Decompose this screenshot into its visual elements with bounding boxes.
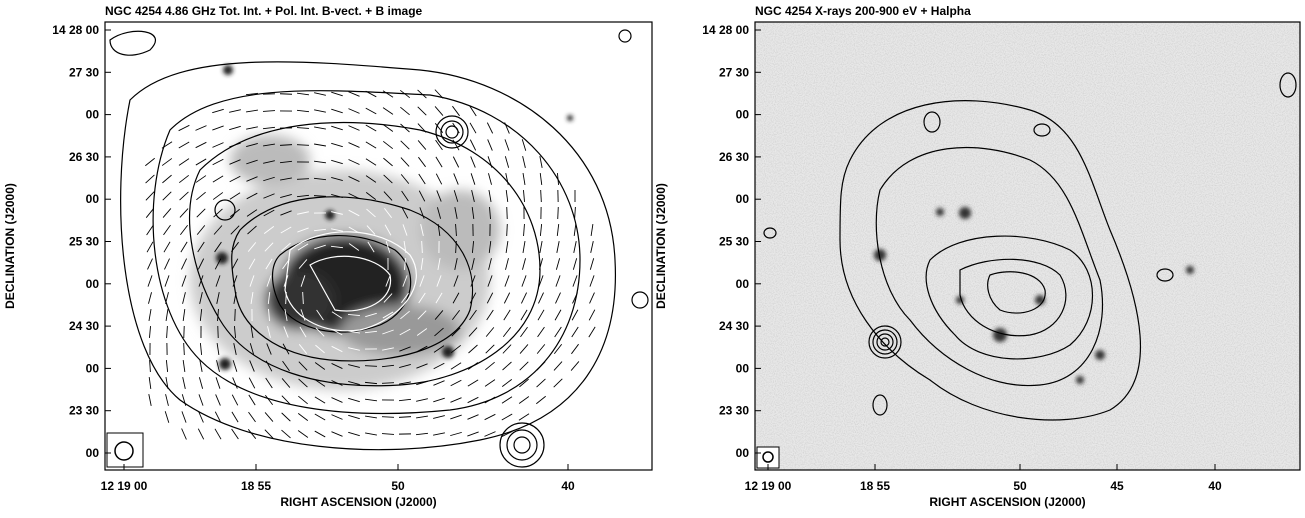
y-tick-label: 27 30: [69, 65, 99, 79]
b-vector: [235, 309, 236, 321]
x-tick-label: 50: [391, 479, 405, 493]
x-tick-label: 12 19 00: [745, 479, 792, 493]
x-tick-label: 12 19 00: [101, 479, 148, 493]
y-tick-label: 00: [736, 192, 750, 206]
x-axis-label: RIGHT ASCENSION (J2000): [280, 495, 436, 509]
x-axis-label: RIGHT ASCENSION (J2000): [929, 495, 1085, 509]
b-vector: [382, 417, 394, 418]
panel-title: NGC 4254 4.86 GHz Tot. Int. + Pol. Int. …: [105, 4, 423, 18]
panel-image: [105, 22, 652, 470]
x-tick-label: 45: [1110, 479, 1124, 493]
y-tick-label: 00: [736, 277, 750, 291]
y-tick-label: 00: [86, 108, 100, 122]
x-tick-label: 50: [1013, 479, 1027, 493]
y-tick-label: 00: [736, 446, 750, 460]
y-tick-label: 24 30: [69, 319, 99, 333]
y-tick-label: 23 30: [69, 404, 99, 418]
y-tick-label: 24 30: [719, 319, 749, 333]
y-tick-label: 27 30: [719, 65, 749, 79]
y-tick-label: 25 30: [719, 235, 749, 249]
y-tick-label: 23 30: [719, 404, 749, 418]
y-tick-label: 00: [86, 277, 100, 291]
x-tick-label: 18 55: [860, 479, 890, 493]
y-tick-label: 26 30: [69, 150, 99, 164]
y-tick-label: 00: [736, 361, 750, 375]
x-tick-label: 18 55: [241, 479, 271, 493]
x-tick-label: 40: [561, 479, 575, 493]
y-tick-label: 25 30: [69, 235, 99, 249]
panel-title: NGC 4254 X-rays 200-900 eV + Halpha: [755, 4, 971, 18]
b-vector: [382, 383, 394, 384]
b-vector: [558, 207, 559, 219]
y-tick-label: 00: [86, 446, 100, 460]
y-tick-label: 14 28 00: [702, 23, 749, 37]
x-tick-label: 40: [1208, 479, 1222, 493]
y-tick-label: 26 30: [719, 150, 749, 164]
b-vector: [280, 94, 292, 95]
y-axis-label: DECLINATION (J2000): [654, 183, 668, 309]
b-vector: [507, 224, 508, 236]
panel-image: [755, 22, 1300, 470]
y-tick-label: 14 28 00: [52, 23, 99, 37]
b-vector: [507, 207, 508, 219]
b-vector: [297, 179, 309, 180]
b-vector: [297, 145, 309, 146]
y-tick-label: 00: [736, 108, 750, 122]
y-tick-label: 00: [86, 361, 100, 375]
y-tick-label: 00: [86, 192, 100, 206]
y-axis-label: DECLINATION (J2000): [3, 183, 17, 309]
